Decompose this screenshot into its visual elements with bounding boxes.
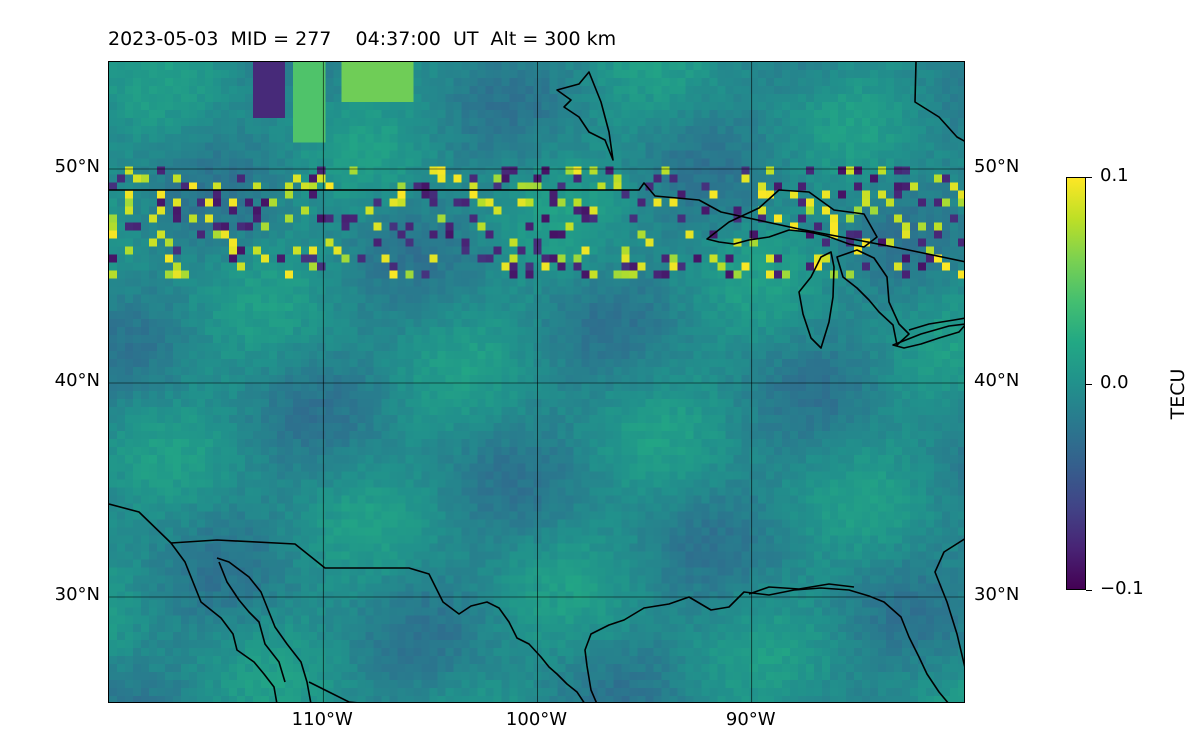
lat-label-left: 30°N (54, 584, 100, 605)
lat-label-right: 50°N (974, 156, 1020, 177)
lat-label-left: 40°N (54, 370, 100, 391)
gridlines (109, 62, 964, 702)
lake-michigan (798, 251, 835, 349)
lat-label-right: 30°N (974, 584, 1020, 605)
lake-huron (836, 249, 910, 346)
gulf-coast (934, 538, 964, 668)
hudson-bay-east-coast (914, 62, 964, 142)
colorbar-tick-mark (1086, 590, 1092, 592)
florida-panhandle (748, 583, 855, 595)
tec-heatmap (109, 62, 964, 702)
lon-label: 100°W (505, 709, 568, 730)
lake-superior (706, 189, 878, 248)
pacific-coast-mexico (109, 503, 278, 702)
figure-title: 2023-05-03 MID = 277 04:37:00 UT Alt = 3… (108, 28, 617, 50)
lat-label-right: 40°N (974, 370, 1020, 391)
colorbar (1066, 177, 1086, 590)
colorbar-tick-mark (1086, 177, 1092, 179)
us-canada-border (109, 182, 964, 263)
colorbar-tick-label: 0.1 (1100, 165, 1129, 186)
lon-label: 90°W (725, 709, 776, 730)
colorbar-tick-label: 0.0 (1100, 371, 1129, 393)
colorbar-tick-label: −0.1 (1100, 578, 1144, 599)
gulf-coast-us (584, 587, 949, 702)
lat-label-left: 50°N (54, 156, 100, 177)
lon-label: 110°W (291, 709, 353, 730)
gulf-of-california (218, 561, 286, 683)
lake-erie (892, 323, 964, 349)
mexico-east-coast (308, 681, 358, 702)
hudson-bay-coast (556, 71, 614, 161)
lake-ontario (908, 317, 964, 331)
coastlines (109, 62, 964, 702)
us-mexico-border (170, 539, 585, 702)
baja-california (216, 557, 312, 702)
colorbar-label: TECU (1167, 368, 1189, 420)
colorbar-tick-mark (1086, 383, 1092, 385)
map-overlay (109, 62, 964, 702)
map-panel (108, 61, 965, 703)
